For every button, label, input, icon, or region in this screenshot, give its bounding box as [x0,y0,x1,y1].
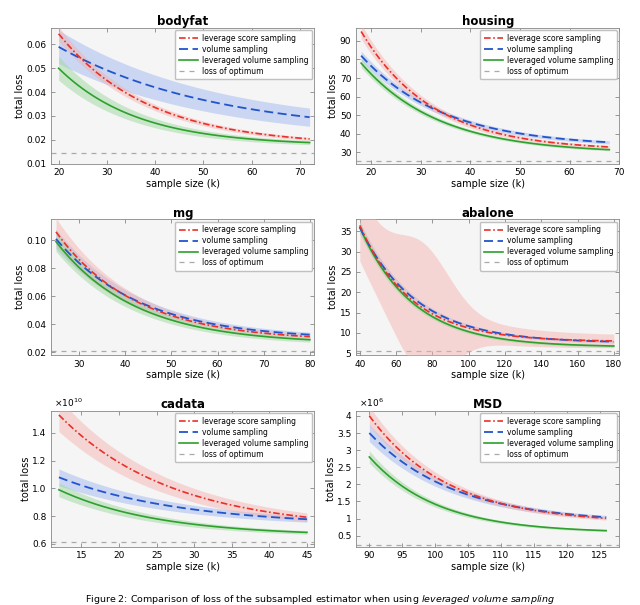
Title: abalone: abalone [461,206,514,220]
X-axis label: sample size (k): sample size (k) [146,562,220,572]
Text: $\times10^{10}$: $\times10^{10}$ [54,397,83,410]
X-axis label: sample size (k): sample size (k) [451,179,525,189]
Title: mg: mg [173,206,193,220]
Legend: leverage score sampling, volume sampling, leveraged volume sampling, loss of opt: leverage score sampling, volume sampling… [175,30,312,79]
Legend: leverage score sampling, volume sampling, leveraged volume sampling, loss of opt: leverage score sampling, volume sampling… [480,30,617,79]
Legend: leverage score sampling, volume sampling, leveraged volume sampling, loss of opt: leverage score sampling, volume sampling… [480,221,617,271]
Text: $\times10^{6}$: $\times10^{6}$ [359,397,383,410]
Legend: leverage score sampling, volume sampling, leveraged volume sampling, loss of opt: leverage score sampling, volume sampling… [175,413,312,462]
Legend: leverage score sampling, volume sampling, leveraged volume sampling, loss of opt: leverage score sampling, volume sampling… [175,221,312,271]
Y-axis label: total loss: total loss [326,457,335,501]
Y-axis label: total loss: total loss [20,457,31,501]
Title: bodyfat: bodyfat [157,15,209,28]
X-axis label: sample size (k): sample size (k) [146,179,220,189]
X-axis label: sample size (k): sample size (k) [451,562,525,572]
X-axis label: sample size (k): sample size (k) [146,370,220,381]
Y-axis label: total loss: total loss [15,73,25,118]
Legend: leverage score sampling, volume sampling, leveraged volume sampling, loss of opt: leverage score sampling, volume sampling… [480,413,617,462]
Title: MSD: MSD [473,398,502,411]
Y-axis label: total loss: total loss [328,73,339,118]
Title: housing: housing [461,15,514,28]
Y-axis label: total loss: total loss [328,265,339,309]
Text: Figure 2: Comparison of loss of the subsampled estimator when using $\it{leverag: Figure 2: Comparison of loss of the subs… [85,593,555,605]
X-axis label: sample size (k): sample size (k) [451,370,525,381]
Y-axis label: total loss: total loss [15,265,25,309]
Title: cadata: cadata [161,398,205,411]
